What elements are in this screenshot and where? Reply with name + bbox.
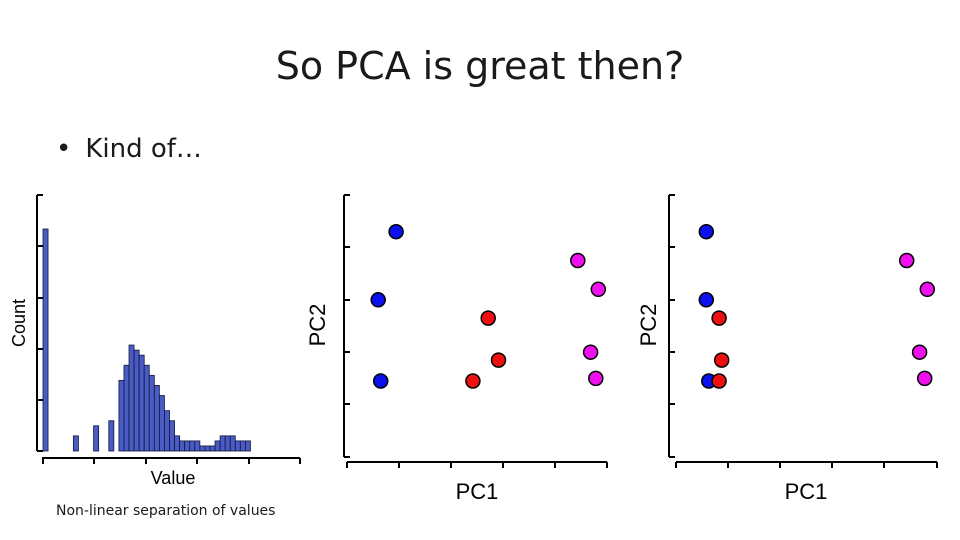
bullet-dot-icon: • [56,134,72,164]
sc1-point-2-2 [582,344,599,360]
sc2-point-2-2 [911,344,928,360]
histogram-bar-24 [164,410,170,452]
histogram-bar-36 [224,435,231,452]
histogram-chart: Count Value [9,194,301,488]
histogram-bar-6 [72,435,79,452]
histogram-bar-22 [153,385,160,452]
sc1-point-1-2 [465,373,481,389]
histogram-ylabel: Count [9,299,29,347]
histogram-bar-38 [234,440,241,452]
histogram-bar-15 [118,379,125,452]
sc1-point-0-0 [388,223,404,240]
scatter1-ylabel: PC2 [305,304,330,347]
histogram-bar-13 [108,420,115,452]
histogram-bar-16 [123,364,130,452]
histogram-bar-25 [169,420,175,452]
histogram-bar-37 [229,435,236,452]
histogram-bar-26 [174,435,181,452]
sc1-point-2-1 [590,281,607,298]
histogram-bar-10 [93,425,100,452]
scatter-chart-1: PC2 PC1 [305,194,608,504]
histogram-bar-0 [42,228,49,452]
histogram-bar-40 [244,440,251,452]
sc2-point-2-1 [919,281,936,298]
histogram-bar-39 [239,440,246,452]
histogram-bar-28 [184,440,191,452]
scatter1-xlabel: PC1 [456,479,499,504]
histogram-bar-23 [158,395,165,452]
sc1-point-2-3 [588,370,604,387]
scatter2-ylabel: PC2 [636,304,661,347]
sc1-point-1-0 [480,310,496,326]
histogram-bar-18 [133,349,140,452]
sc2-point-0-1 [698,292,715,308]
histogram-bar-27 [179,440,186,452]
histogram-bar-19 [138,354,145,452]
sc2-point-0-0 [698,223,715,240]
scatter2-xlabel: PC1 [785,479,828,504]
sc1-point-2-0 [570,252,586,269]
sc1-point-0-1 [370,292,386,308]
histogram-bar-32 [204,445,211,452]
histogram-bar-21 [148,374,155,452]
bullet-text: Kind of… [85,134,202,164]
histogram-bar-33 [209,445,216,452]
slide-title: So PCA is great then? [275,44,685,88]
sc2-point-1-1 [713,352,730,368]
histogram-bar-34 [214,440,221,452]
sc2-point-1-2 [711,373,727,389]
sc2-point-2-3 [916,370,933,387]
sc2-point-2-0 [898,252,915,269]
histogram-bar-20 [143,364,150,452]
histogram-bar-35 [219,435,226,452]
caption: Non-linear separation of values [56,503,276,519]
sc1-point-1-1 [490,352,507,368]
histogram-bar-30 [194,440,201,452]
scatter-chart-2: PC2 PC1 [636,194,938,504]
histogram-bar-29 [189,440,196,452]
sc1-point-0-2 [372,373,389,389]
histogram-xlabel: Value [151,468,196,488]
bullet-point: • Kind of… [56,134,202,164]
histogram-bar-17 [128,344,135,452]
sc2-point-1-0 [711,310,727,326]
histogram-bar-31 [199,445,206,452]
